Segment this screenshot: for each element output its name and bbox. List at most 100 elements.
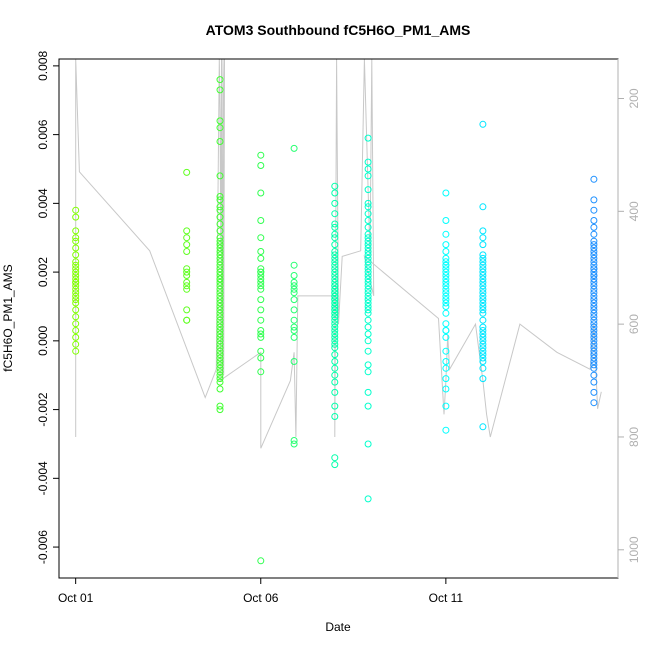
data-point [331, 378, 339, 386]
data-point [216, 354, 224, 362]
data-point [364, 254, 372, 262]
data-point [72, 296, 80, 304]
data-point [479, 241, 487, 249]
data-point [364, 241, 372, 249]
data-point [442, 333, 450, 341]
data-point [331, 327, 339, 334]
data-point [331, 275, 339, 283]
data-point [216, 320, 224, 328]
data-point [331, 254, 339, 262]
data-point [72, 320, 80, 328]
data-point [364, 268, 372, 276]
data-point [72, 347, 80, 355]
data-point [331, 454, 339, 462]
data-point [442, 347, 450, 355]
data-point [331, 330, 339, 338]
data-point [216, 378, 224, 386]
data-point [364, 134, 372, 142]
data-point [590, 309, 598, 317]
data-point [72, 227, 80, 235]
data-point [331, 292, 339, 300]
data-point [590, 244, 598, 252]
data-point [479, 296, 487, 304]
data-point [216, 330, 224, 338]
data-point [364, 261, 372, 269]
data-point [331, 199, 339, 207]
data-point [216, 292, 224, 300]
data-point [183, 306, 191, 314]
data-point [590, 285, 598, 293]
data-point [590, 241, 598, 249]
data-point [72, 299, 80, 307]
data-point [72, 306, 80, 314]
data-point [216, 364, 224, 372]
data-point [290, 285, 298, 293]
data-point [216, 272, 224, 279]
data-point [590, 265, 598, 273]
data-point [364, 244, 372, 252]
data-point [479, 316, 487, 324]
data-point [183, 282, 191, 290]
data-point [290, 358, 298, 365]
data-point [72, 340, 80, 348]
data-point [479, 303, 487, 310]
data-point [590, 175, 598, 183]
data-point [364, 186, 372, 194]
data-point [590, 299, 598, 307]
data-point [590, 364, 598, 372]
data-point [479, 333, 487, 341]
data-point [331, 303, 339, 310]
data-point [364, 203, 372, 211]
data-point [216, 203, 224, 211]
data-point [290, 327, 298, 334]
data-point [216, 278, 224, 286]
data-point [331, 344, 339, 352]
data-point [364, 230, 372, 238]
data-point [364, 309, 372, 317]
data-point [479, 423, 487, 431]
data-point [590, 217, 598, 224]
data-point [257, 330, 265, 338]
right-axis-series-layer [75, 58, 602, 449]
data-point [590, 248, 598, 255]
data-point [216, 268, 224, 276]
right-y-tick-label: 400 [627, 201, 641, 221]
data-point [364, 299, 372, 307]
data-point [590, 289, 598, 297]
data-point [442, 268, 450, 276]
data-point [257, 306, 265, 314]
chart-title: ATOM3 Southbound fC5H6O_PM1_AMS [206, 22, 471, 38]
data-point [364, 172, 372, 180]
data-point [442, 272, 450, 279]
data-point [590, 330, 598, 338]
data-point [331, 248, 339, 255]
data-point [364, 217, 372, 224]
data-point [216, 385, 224, 393]
data-point [216, 327, 224, 334]
data-point [364, 347, 372, 355]
data-point [216, 368, 224, 376]
data-point [479, 289, 487, 297]
data-point [290, 272, 298, 279]
data-point [590, 237, 598, 245]
data-point [364, 388, 372, 396]
data-point [216, 361, 224, 369]
data-point [442, 364, 450, 372]
data-point [290, 316, 298, 324]
data-point [364, 272, 372, 279]
data-point [590, 337, 598, 345]
y-tick-label: 0.000 [36, 326, 50, 356]
data-point [331, 320, 339, 328]
data-point [479, 309, 487, 317]
data-point [331, 261, 339, 269]
data-point [216, 340, 224, 348]
data-point [590, 354, 598, 362]
data-point [72, 292, 80, 300]
data-point [479, 337, 487, 345]
data-point [257, 316, 265, 324]
data-point [257, 333, 265, 341]
data-point [72, 272, 80, 279]
data-point [72, 313, 80, 321]
data-point [72, 206, 80, 214]
